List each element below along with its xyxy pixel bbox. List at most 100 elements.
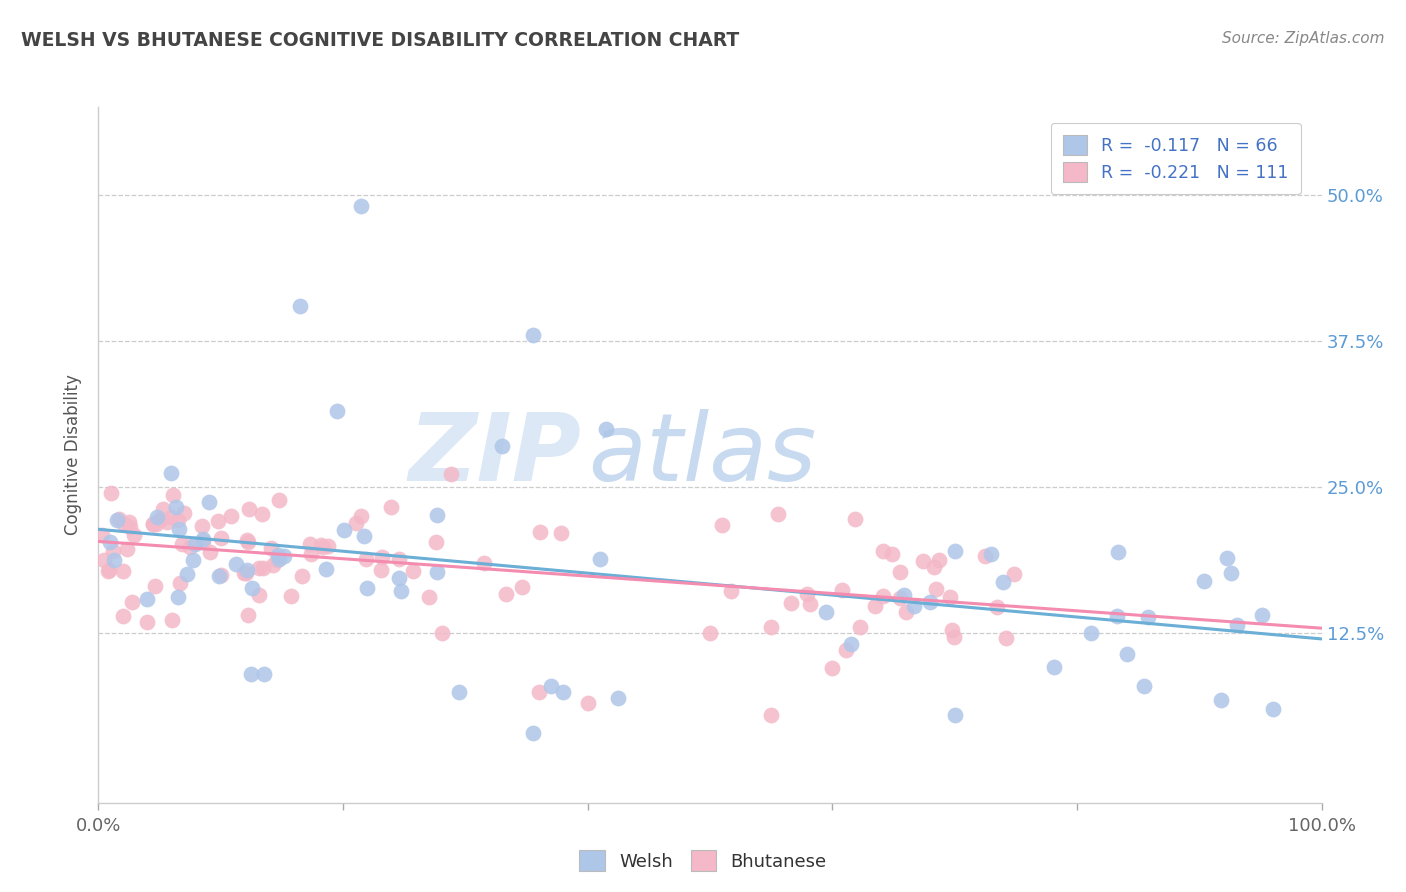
Point (252, 667, 274, 681)
Point (893, 588, 915, 602)
Point (267, 552, 290, 566)
Point (1226, 617, 1249, 632)
Point (148, 513, 170, 527)
Point (101, 543, 124, 558)
Point (118, 519, 141, 533)
Point (173, 506, 195, 520)
Point (991, 575, 1014, 590)
Point (93, 553, 115, 567)
Point (250, 507, 273, 521)
Point (247, 589, 270, 603)
Point (350, 509, 373, 524)
Point (474, 557, 496, 571)
Point (449, 684, 471, 698)
Point (491, 439, 513, 453)
Point (607, 690, 630, 705)
Point (225, 557, 247, 571)
Point (1107, 609, 1129, 624)
Point (994, 631, 1017, 645)
Point (142, 516, 165, 531)
Point (191, 533, 214, 547)
Point (1192, 574, 1215, 589)
Point (209, 568, 232, 582)
Point (209, 531, 232, 545)
Point (98, 535, 121, 549)
Point (167, 523, 190, 537)
Point (145, 517, 167, 532)
Point (172, 537, 194, 551)
Point (266, 548, 288, 562)
Point (262, 558, 284, 573)
Point (198, 545, 221, 559)
Point (920, 595, 942, 609)
Point (97, 563, 120, 577)
Point (165, 500, 187, 515)
Point (207, 514, 229, 528)
Point (1137, 609, 1160, 624)
Point (136, 615, 159, 629)
Point (160, 613, 183, 627)
Point (326, 404, 349, 418)
Point (894, 605, 917, 619)
Point (198, 494, 221, 508)
Point (595, 422, 617, 436)
Point (389, 583, 412, 598)
Point (841, 637, 863, 651)
Point (315, 562, 337, 576)
Point (142, 517, 165, 532)
Point (418, 590, 440, 604)
Point (387, 551, 409, 566)
Point (316, 539, 339, 553)
Point (882, 547, 904, 561)
Point (299, 547, 322, 561)
Point (103, 553, 125, 567)
Point (166, 590, 188, 604)
Point (814, 605, 837, 619)
Point (1215, 551, 1237, 566)
Point (835, 642, 858, 657)
Point (191, 518, 214, 533)
Text: WELSH VS BHUTANESE COGNITIVE DISABILITY CORRELATION CHART: WELSH VS BHUTANESE COGNITIVE DISABILITY … (21, 31, 740, 50)
Point (589, 552, 612, 566)
Point (1116, 647, 1139, 661)
Point (232, 566, 254, 581)
Point (844, 512, 866, 526)
Point (925, 582, 948, 597)
Point (872, 544, 894, 558)
Point (124, 528, 146, 542)
Point (247, 560, 270, 574)
Point (280, 589, 302, 603)
Point (863, 599, 886, 614)
Point (529, 525, 551, 540)
Point (380, 500, 402, 514)
Point (159, 509, 181, 524)
Point (1261, 702, 1284, 716)
Point (849, 620, 872, 634)
Point (889, 591, 911, 606)
Point (97, 564, 120, 578)
Point (1002, 567, 1025, 582)
Point (402, 564, 425, 578)
Point (941, 623, 963, 637)
Point (118, 515, 141, 529)
Point (208, 569, 231, 583)
Point (942, 631, 965, 645)
Point (356, 552, 378, 566)
Point (943, 544, 966, 558)
Text: ZIP: ZIP (409, 409, 582, 501)
Y-axis label: Cognitive Disability: Cognitive Disability (65, 375, 83, 535)
Point (495, 587, 517, 601)
Point (1220, 566, 1243, 580)
Point (799, 597, 821, 611)
Point (191, 534, 214, 549)
Point (426, 566, 449, 580)
Point (720, 583, 742, 598)
Point (169, 576, 191, 591)
Point (903, 599, 925, 614)
Point (370, 563, 392, 577)
Point (107, 512, 129, 526)
Point (1042, 660, 1064, 674)
Point (440, 467, 463, 481)
Point (1251, 608, 1274, 623)
Point (252, 561, 274, 575)
